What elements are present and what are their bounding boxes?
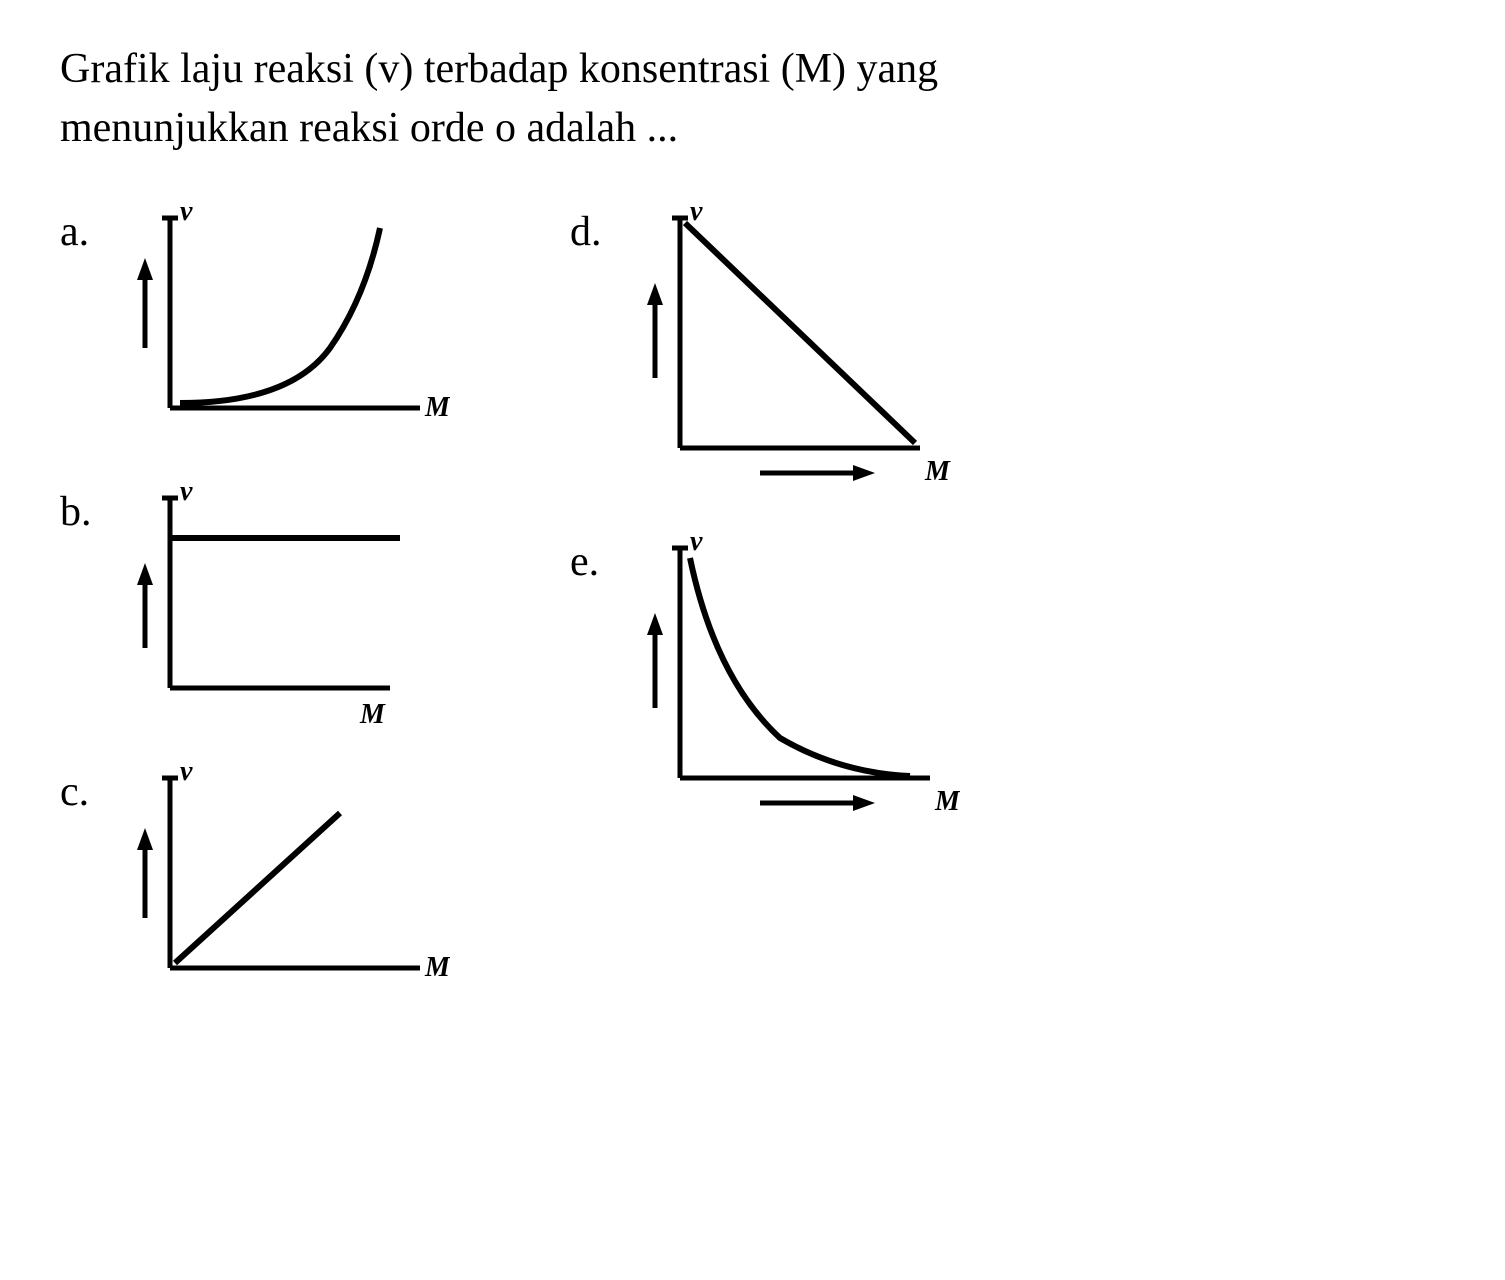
option-e-label: e. <box>570 528 620 586</box>
graph-d: v M <box>640 198 960 498</box>
x-axis-label: M <box>424 952 450 983</box>
x-axis-label: M <box>934 786 960 817</box>
option-c-label: c. <box>60 758 110 816</box>
graph-a: v M <box>130 198 450 448</box>
option-e: e. v <box>570 528 960 828</box>
option-a: a. v M <box>60 198 450 448</box>
option-b-label: b. <box>60 478 110 536</box>
y-axis-label: v <box>180 478 193 507</box>
question-text: Grafik laju reaksi (v) terbadap konsentr… <box>60 40 1445 158</box>
graph-b: v M <box>130 478 450 728</box>
graph-c: v M <box>130 758 450 1008</box>
question-line2: menunjukkan reaksi orde o adalah ... <box>60 105 678 151</box>
left-column: a. v M <box>60 198 450 1008</box>
option-a-label: a. <box>60 198 110 256</box>
option-d: d. v <box>570 198 960 498</box>
option-d-label: d. <box>570 198 620 256</box>
x-axis-label: M <box>359 699 386 728</box>
option-c: c. v M <box>60 758 450 1008</box>
right-column: d. v <box>570 198 960 1008</box>
y-axis-label: v <box>690 198 703 227</box>
graph-e: v M <box>640 528 960 828</box>
options-container: a. v M <box>60 198 1445 1008</box>
y-axis-label: v <box>180 758 193 787</box>
question-line1: Grafik laju reaksi (v) terbadap konsentr… <box>60 46 938 92</box>
x-axis-label: M <box>424 392 450 423</box>
option-b: b. v M <box>60 478 450 728</box>
y-axis-label: v <box>690 528 703 557</box>
y-axis-label: v <box>180 198 193 227</box>
x-axis-label: M <box>924 456 951 487</box>
